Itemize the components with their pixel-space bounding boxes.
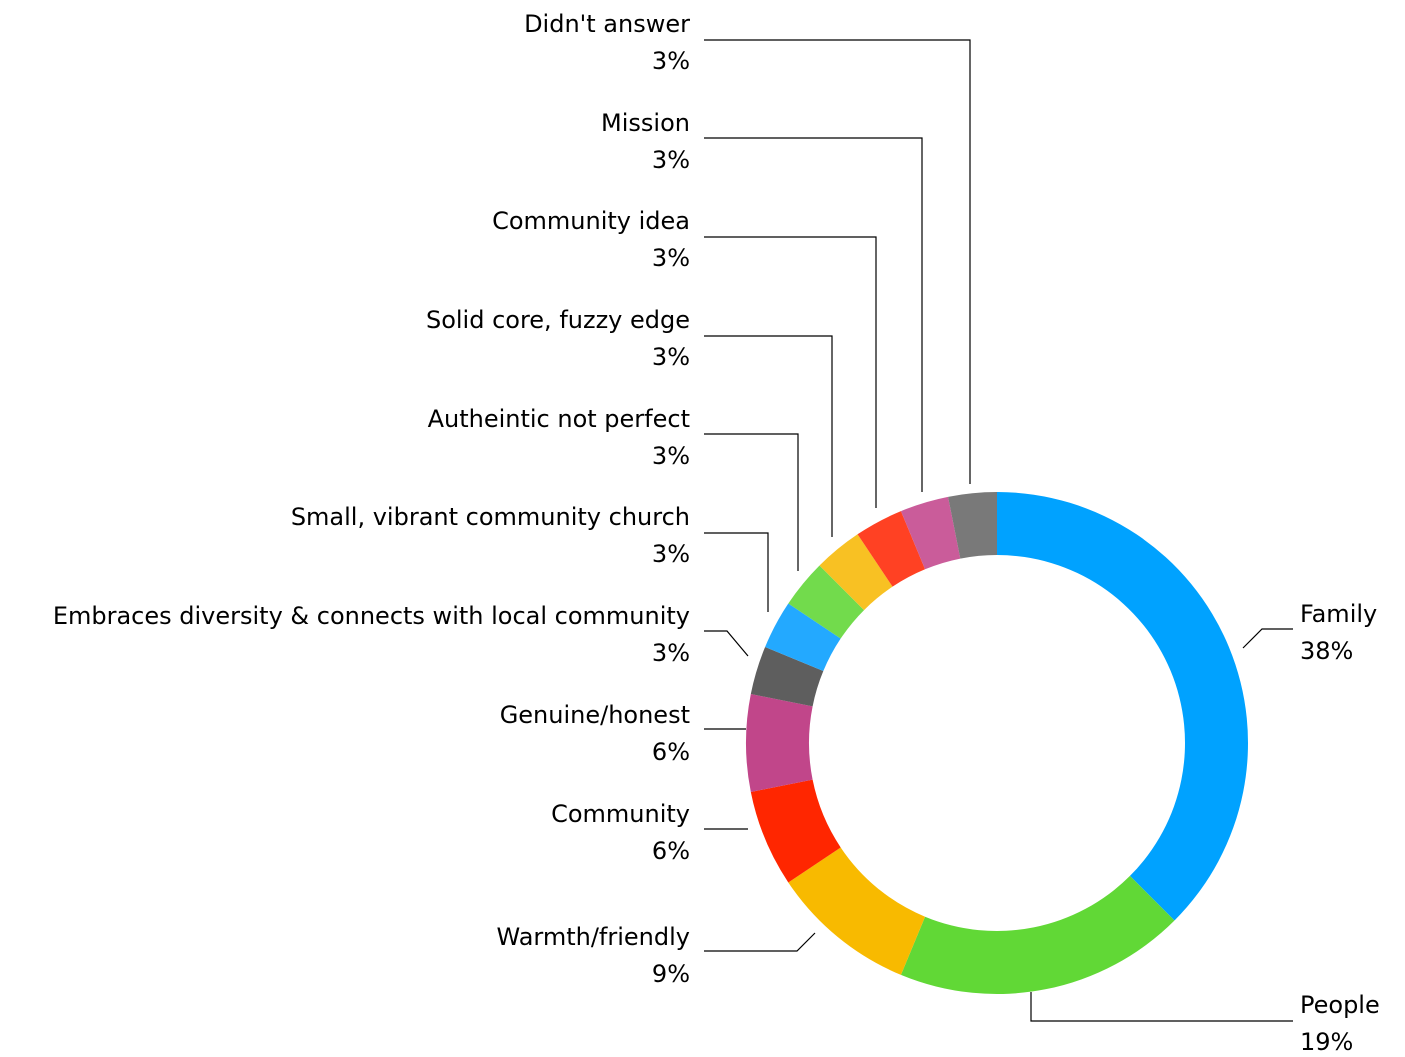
slice-percent-didn-t-answer: 3% <box>652 47 690 75</box>
slice-label-didn-t-answer: Didn't answer <box>524 10 690 38</box>
slice-embraces-diversity-connects-with-local-community <box>750 646 824 707</box>
leader-line-embraces-diversity-connects-with-local-community <box>704 630 749 657</box>
slice-label-autheintic-not-perfect: Autheintic not perfect <box>428 405 690 433</box>
slice-mission <box>900 496 961 570</box>
slice-label-family: Family <box>1300 600 1377 628</box>
slice-people <box>900 875 1175 994</box>
slice-percent-community: 6% <box>652 837 690 865</box>
slice-label-embraces-diversity-connects-with-local-community: Embraces diversity & connects with local… <box>53 602 690 630</box>
slice-solid-core-fuzzy-edge <box>819 534 893 611</box>
slice-autheintic-not-perfect <box>788 565 865 639</box>
leader-line-community-idea <box>704 236 877 508</box>
leader-line-family <box>1242 628 1293 649</box>
slice-label-people: People <box>1300 991 1380 1019</box>
slice-label-warmth-friendly: Warmth/friendly <box>497 923 691 951</box>
slice-percent-solid-core-fuzzy-edge: 3% <box>652 343 690 371</box>
slice-percent-autheintic-not-perfect: 3% <box>652 442 690 470</box>
leader-line-didn-t-answer <box>704 39 971 484</box>
slice-family <box>997 492 1249 921</box>
slice-labels: Family 38% People 19% Warmth/friendly 9% Commu… <box>53 10 1380 1056</box>
leader-lines <box>704 39 1293 1022</box>
slice-label-small-vibrant-community-church: Small, vibrant community church <box>291 503 690 531</box>
slice-warmth-friendly <box>788 847 926 975</box>
slice-genuine-honest <box>746 694 813 792</box>
slice-percent-family: 38% <box>1300 637 1353 665</box>
slice-label-solid-core-fuzzy-edge: Solid core, fuzzy edge <box>426 306 690 334</box>
leader-line-autheintic-not-perfect <box>704 433 799 571</box>
slice-percent-community-idea: 3% <box>652 244 690 272</box>
slice-percent-warmth-friendly: 9% <box>652 960 690 988</box>
leader-line-mission <box>704 137 923 492</box>
slice-label-genuine-honest: Genuine/honest <box>500 701 690 729</box>
slice-didn-t-answer <box>948 492 997 559</box>
slice-percent-genuine-honest: 6% <box>652 738 690 766</box>
slice-label-community-idea: Community idea <box>492 207 690 235</box>
leader-line-small-vibrant-community-church <box>704 532 769 612</box>
slice-label-mission: Mission <box>601 109 690 137</box>
leader-line-people <box>1030 992 1293 1022</box>
slice-percent-mission: 3% <box>652 146 690 174</box>
leader-line-warmth-friendly <box>704 932 816 952</box>
leader-line-solid-core-fuzzy-edge <box>704 335 833 537</box>
donut-slices <box>746 492 1249 994</box>
slice-community-idea <box>857 511 926 587</box>
slice-percent-people: 19% <box>1300 1028 1353 1056</box>
slice-community <box>750 779 841 883</box>
slice-percent-embraces-diversity-connects-with-local-community: 3% <box>652 639 690 667</box>
slice-small-vibrant-community-church <box>765 603 841 672</box>
slice-percent-small-vibrant-community-church: 3% <box>652 540 690 568</box>
slice-label-community: Community <box>551 800 690 828</box>
